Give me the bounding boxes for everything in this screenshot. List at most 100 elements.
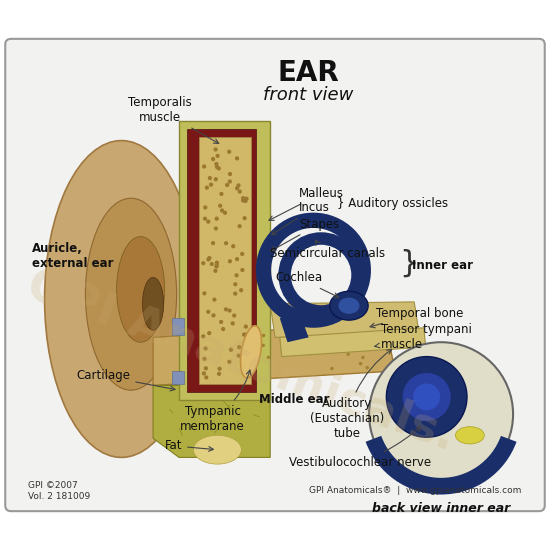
Circle shape [204,346,208,350]
Circle shape [292,338,296,342]
Circle shape [309,329,312,333]
FancyBboxPatch shape [172,318,184,336]
Circle shape [241,196,245,200]
Circle shape [243,216,247,221]
Circle shape [386,356,467,437]
Circle shape [236,183,240,188]
Text: Cochlea: Cochlea [275,271,339,298]
Circle shape [224,307,228,311]
Circle shape [367,335,371,338]
Circle shape [233,282,238,287]
Text: GPI ©2007
Vol. 2 181009: GPI ©2007 Vol. 2 181009 [28,481,91,500]
Circle shape [207,331,211,335]
Polygon shape [270,302,419,337]
Circle shape [205,185,209,190]
Circle shape [219,357,223,360]
Circle shape [203,205,207,210]
Circle shape [238,189,242,194]
Ellipse shape [85,198,177,390]
Circle shape [211,157,215,161]
Polygon shape [153,323,395,386]
Circle shape [217,364,221,368]
Polygon shape [153,386,270,458]
Circle shape [231,244,235,249]
Circle shape [203,217,207,221]
Circle shape [316,336,320,340]
Circle shape [202,357,207,361]
Circle shape [262,334,265,337]
Circle shape [218,367,221,370]
Text: GPI Anatomicals®  |  www.gpianatomicals.com: GPI Anatomicals® | www.gpianatomicals.co… [309,487,522,496]
Ellipse shape [338,298,360,314]
Circle shape [241,199,245,202]
Circle shape [315,333,319,336]
Circle shape [247,357,251,360]
Text: } Auditory ossicles: } Auditory ossicles [337,196,449,210]
Circle shape [238,224,241,228]
Circle shape [230,367,233,370]
Circle shape [267,356,270,359]
FancyBboxPatch shape [172,371,184,384]
Text: back view inner ear: back view inner ear [372,502,510,515]
Text: Inner ear: Inner ear [412,259,474,272]
Circle shape [206,310,211,314]
Polygon shape [280,328,426,356]
Circle shape [201,261,205,265]
Circle shape [228,172,232,176]
Circle shape [219,320,223,324]
Circle shape [346,353,350,356]
Ellipse shape [194,435,241,464]
Text: Fat: Fat [164,439,213,453]
Text: Malleus: Malleus [269,187,344,221]
Circle shape [330,367,334,370]
Circle shape [228,259,232,263]
Circle shape [366,366,369,370]
Circle shape [214,227,218,230]
Circle shape [201,334,205,338]
Text: Incus: Incus [272,201,330,234]
Circle shape [240,268,245,272]
Circle shape [215,165,219,169]
Ellipse shape [45,141,198,458]
Circle shape [240,252,244,256]
Circle shape [242,332,246,337]
Circle shape [213,269,217,273]
Circle shape [237,345,241,349]
Circle shape [214,217,219,221]
Circle shape [239,288,243,292]
Circle shape [217,166,221,170]
Ellipse shape [329,292,368,320]
Circle shape [206,219,211,224]
Circle shape [235,156,239,161]
Circle shape [223,211,227,215]
Circle shape [204,366,208,371]
Polygon shape [280,311,309,342]
Circle shape [228,309,232,312]
Circle shape [235,186,239,190]
Circle shape [202,336,206,339]
Circle shape [216,154,219,158]
Text: front view: front view [263,85,354,103]
Circle shape [258,337,262,340]
Circle shape [244,199,248,203]
Circle shape [204,375,208,379]
Text: Semicircular canals: Semicircular canals [270,240,386,260]
Text: Tympanic
membrane: Tympanic membrane [180,370,251,433]
Circle shape [202,371,206,376]
Circle shape [202,292,206,295]
Circle shape [234,273,239,277]
Circle shape [224,241,228,245]
Ellipse shape [142,277,164,330]
Circle shape [236,354,241,358]
Circle shape [361,356,365,359]
Circle shape [244,333,248,337]
Text: Temporal bone: Temporal bone [370,307,463,328]
Circle shape [213,147,218,152]
Circle shape [232,314,236,318]
Circle shape [214,162,218,166]
Circle shape [212,298,217,302]
Text: Auditory
(Eustachian)
tube: Auditory (Eustachian) tube [310,349,392,441]
Circle shape [217,367,222,371]
Circle shape [208,176,212,180]
Circle shape [211,314,216,317]
